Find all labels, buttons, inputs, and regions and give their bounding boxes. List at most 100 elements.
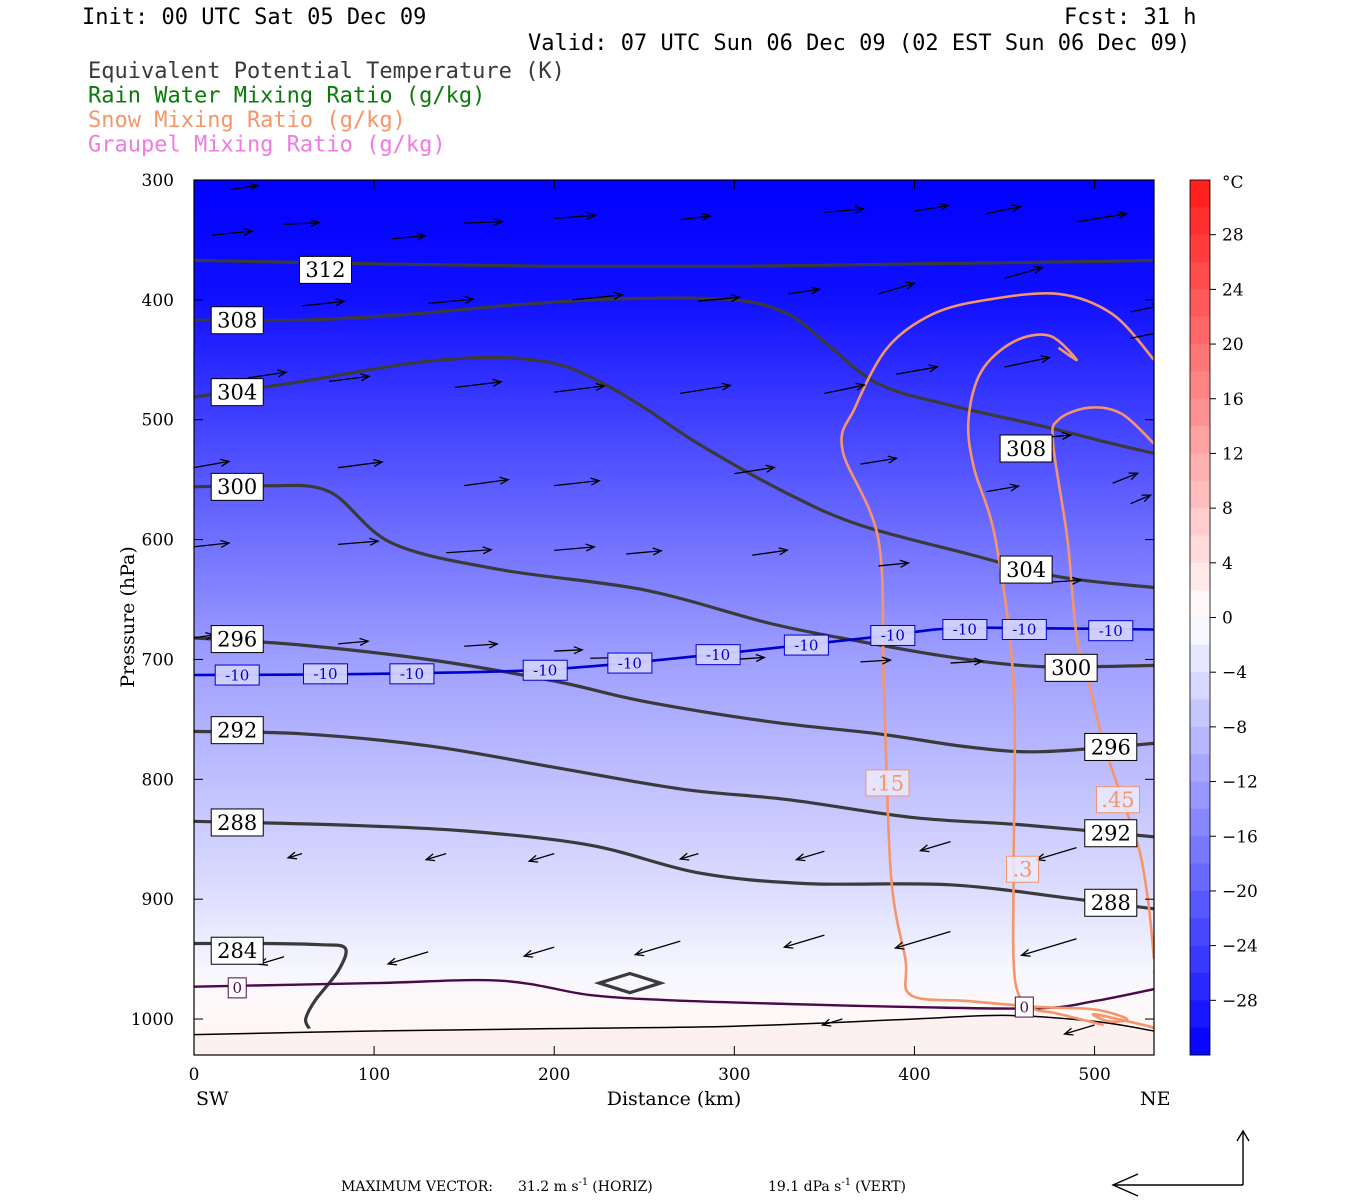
wind-vector-low-2 (527, 853, 555, 863)
wind-vector-33 (734, 464, 776, 475)
colorbar-label-12: 12 (1222, 444, 1244, 464)
svg-text:-10: -10 (1012, 621, 1036, 639)
wind-vector-low-9 (522, 946, 555, 958)
wind-vector-low-15 (1062, 1024, 1095, 1036)
isotherm-zero-label-1: 0 (1014, 996, 1034, 1018)
plot-frame (193, 179, 1155, 1056)
theta-e-296 (194, 636, 1154, 754)
temperature-colorbar: 28 24 20 16 12 8 4 0 −4 −8 −12 −16 −20 −24 −28 (1189, 179, 1258, 1056)
max-vector-arrows (1111, 1129, 1250, 1197)
field-label-1: Rain Water Mixing Ratio (g/kg) (88, 84, 485, 109)
wind-vector-42 (626, 547, 663, 556)
y-axis-label: Pressure (hPa) (117, 546, 139, 688)
y-tick-label-400: 400 (142, 291, 174, 311)
wind-vector-16 (788, 286, 822, 295)
theta-e-label-288-0: 288 (210, 808, 264, 837)
colorbar-band-26 (1190, 890, 1210, 919)
wind-vector-19 (1130, 303, 1154, 313)
theta-e-label-308-1: 308 (999, 434, 1053, 463)
svg-text:-10: -10 (794, 636, 818, 654)
wind-vector-38 (194, 539, 231, 548)
colorbar-band-30 (1190, 1000, 1210, 1029)
theta-e-label-308-0: 308 (210, 306, 264, 335)
y-tick-label-600: 600 (142, 531, 174, 551)
x-axis-label: Distance (km) (607, 1088, 742, 1110)
colorbar-band-17 (1190, 644, 1210, 673)
x-axis: 0 100 200 300 400 500 (189, 180, 1111, 1085)
y-tick-label-1000: 1000 (131, 1010, 174, 1030)
snow-label-.45-0: .45 (1095, 786, 1140, 814)
colorbar-band-12 (1190, 508, 1210, 536)
svg-text:.45: .45 (1101, 788, 1134, 812)
wind-vector-1 (229, 182, 260, 191)
colorbar-label-20: 20 (1222, 335, 1244, 355)
colorbar-band-31 (1190, 1027, 1210, 1056)
svg-text:-10: -10 (618, 654, 642, 672)
colorbar-band-6 (1190, 344, 1210, 372)
snow-contour-.45 (1051, 406, 1154, 960)
x-tick-label-200: 200 (538, 1065, 570, 1085)
wind-vector-low-12 (893, 930, 951, 950)
colorbar-band-5 (1190, 316, 1210, 345)
wind-vector-23 (554, 382, 606, 393)
wind-vector-40 (446, 546, 493, 555)
init-time: Init: 00 UTC Sat 05 Dec 09 (82, 5, 426, 30)
wind-vector-44 (878, 559, 911, 568)
wind-vector-low-0 (286, 851, 303, 860)
svg-text:0: 0 (232, 979, 242, 997)
svg-text:-10: -10 (533, 661, 557, 679)
colorbar-label--12: −12 (1222, 773, 1258, 793)
svg-text:308: 308 (1006, 437, 1046, 461)
colorbar-label--8: −8 (1222, 718, 1247, 738)
svg-text:284: 284 (217, 939, 257, 963)
wind-vector-5 (554, 211, 597, 221)
y-tick-label-300: 300 (142, 171, 174, 191)
isotherm-minus10-label-4: -10 (607, 652, 653, 674)
svg-text:300: 300 (1051, 656, 1091, 680)
svg-text:-10: -10 (400, 665, 424, 683)
svg-text:292: 292 (217, 719, 257, 743)
wind-vector-47 (338, 637, 370, 646)
colorbar-band-15 (1190, 590, 1210, 618)
colorbar-band-28 (1190, 945, 1210, 974)
wind-vector-24 (680, 382, 732, 394)
sw-label: SW (196, 1088, 229, 1110)
wind-vector-7 (824, 205, 866, 214)
wind-vector-20 (247, 369, 288, 379)
theta-e-label-292-0: 292 (210, 716, 264, 745)
isotherm-minus10-label-3: -10 (522, 659, 568, 681)
wind-vector-13 (428, 295, 475, 305)
wind-vector-low-8 (386, 951, 429, 966)
horiz-max-value: 31.2 m s-1 (HORIZ) (518, 1177, 653, 1195)
max-vector-label: MAXIMUM VECTOR: (341, 1179, 493, 1195)
colorbar-band-16 (1190, 617, 1210, 646)
colorbar-band-11 (1190, 480, 1210, 509)
colorbar-unit: °C (1222, 173, 1244, 193)
contour-labels: 312 308 308 304 304 300 300 296 296 292 292 288 288 2… (210, 255, 1140, 1018)
colorbar-label--28: −28 (1222, 991, 1258, 1011)
theta-e-312 (194, 258, 1154, 269)
ne-label: NE (1140, 1088, 1171, 1110)
terrain-line (194, 1014, 1154, 1036)
colorbar-band-20 (1190, 726, 1210, 755)
colorbar-band-4 (1190, 289, 1210, 318)
theta-e-284 (194, 941, 348, 1030)
wind-vector-low-11 (782, 934, 825, 949)
colorbar-band-27 (1190, 918, 1210, 947)
colorbar-band-23 (1190, 808, 1210, 837)
snow-contour-.15 (840, 291, 1154, 1030)
y-tick-label-900: 900 (142, 890, 174, 910)
svg-text:308: 308 (217, 309, 257, 333)
wind-vector-3 (284, 218, 321, 228)
max-vector-footer: MAXIMUM VECTOR: 31.2 m s-1 (HORIZ) 19.1 d… (341, 1129, 1250, 1197)
terrain-area (194, 1015, 1154, 1055)
colorbar-band-8 (1190, 398, 1210, 427)
wind-vector-43 (752, 547, 790, 556)
wind-vector-14 (572, 291, 624, 301)
theta-e-label-312-0: 312 (298, 255, 352, 284)
wind-vector-22 (455, 378, 503, 389)
svg-text:0: 0 (1020, 998, 1030, 1016)
wind-vector-52 (860, 656, 893, 665)
wind-vector-25 (824, 382, 867, 394)
